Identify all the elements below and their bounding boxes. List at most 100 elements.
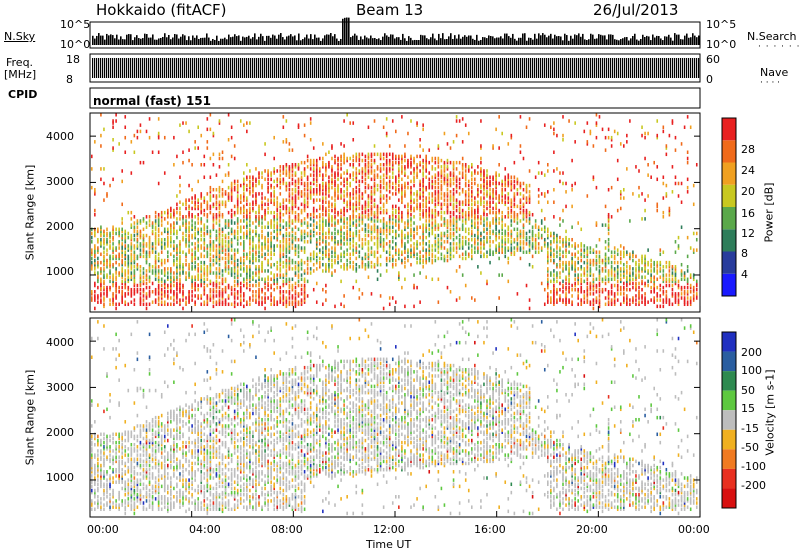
power-cell <box>407 221 409 225</box>
power-cell <box>440 175 443 179</box>
power-cell <box>285 250 288 254</box>
freq-bar <box>310 58 312 78</box>
power-cell <box>501 190 503 194</box>
nsky-bar <box>396 37 398 45</box>
nsky-bar <box>544 34 546 45</box>
nsky-bar <box>134 37 136 45</box>
power-cell <box>328 252 330 257</box>
power-cell <box>355 177 358 182</box>
power-cell <box>258 210 260 215</box>
power-cell <box>261 204 263 209</box>
power-cell <box>209 269 212 273</box>
power-cell <box>455 200 458 204</box>
power-cell <box>133 246 136 250</box>
power-cell <box>480 196 482 200</box>
power-cell <box>212 187 215 192</box>
power-cell <box>270 277 272 282</box>
power-cell <box>379 262 382 267</box>
power-cell <box>440 158 443 163</box>
power-cell <box>376 212 379 217</box>
power-cell <box>273 167 275 171</box>
power-cell <box>239 290 242 294</box>
nsky-bar <box>642 34 644 45</box>
freq-bar <box>326 58 328 78</box>
power-cell <box>407 223 409 227</box>
power-cell <box>197 267 199 271</box>
power-cell <box>334 269 336 273</box>
power-cell <box>319 169 321 173</box>
power-cell <box>388 162 391 167</box>
power-cell <box>461 202 464 207</box>
power-cell <box>200 273 203 277</box>
power-cell <box>492 192 494 196</box>
freq-bar <box>612 58 614 78</box>
power-cell <box>446 210 449 215</box>
power-cell <box>163 271 166 275</box>
power-cell <box>492 200 494 204</box>
power-cell <box>331 265 333 269</box>
power-cell <box>355 279 358 284</box>
power-cell <box>106 292 108 296</box>
power-cell <box>431 181 434 186</box>
power-cell <box>422 229 424 234</box>
power-cell <box>373 183 376 188</box>
nsky-bar <box>626 37 628 45</box>
power-cell <box>492 175 494 179</box>
freq-bar <box>362 58 364 78</box>
power-cell <box>352 187 355 192</box>
power-cell <box>218 202 221 207</box>
power-cell <box>443 219 446 223</box>
power-cell <box>404 167 406 171</box>
power-cell <box>121 271 123 275</box>
nsky-bar <box>582 33 584 45</box>
power-cell <box>510 187 513 192</box>
power-cell <box>188 267 190 271</box>
power-cell <box>252 200 254 204</box>
nsky-bar <box>348 17 350 45</box>
power-cell <box>185 258 187 263</box>
power-cell <box>258 181 260 186</box>
power-cell <box>239 200 242 204</box>
power-cell <box>331 215 333 219</box>
power-cell <box>419 225 421 229</box>
power-cell <box>461 252 464 257</box>
power-cell <box>388 175 391 179</box>
power-cell <box>410 196 412 200</box>
power-cell <box>461 246 464 250</box>
power-cell <box>249 219 251 223</box>
power-cell <box>191 215 193 219</box>
power-cell <box>361 169 364 173</box>
freq-bar <box>408 58 410 78</box>
power-cell <box>273 277 275 282</box>
nsky-bar <box>264 40 266 45</box>
power-cell <box>428 185 431 190</box>
power-cell <box>358 212 361 217</box>
power-cell <box>282 206 285 211</box>
power-cell <box>182 269 184 273</box>
power-cell <box>322 237 324 242</box>
nsky-bar <box>424 35 426 45</box>
power-cell <box>422 204 424 209</box>
power-cell <box>303 204 306 209</box>
power-cell <box>440 173 443 177</box>
power-cell <box>246 267 248 271</box>
power-cell <box>103 298 105 302</box>
power-cell <box>428 246 431 250</box>
power-cell <box>382 229 385 234</box>
nsky-bar <box>100 35 102 45</box>
power-cell <box>452 165 455 169</box>
power-cell <box>312 223 315 227</box>
power-cell <box>279 177 282 182</box>
power-cell <box>136 229 139 234</box>
power-cell <box>328 204 330 209</box>
nsky-bar <box>198 38 200 45</box>
power-cell <box>325 173 327 177</box>
power-cell <box>285 290 288 294</box>
power-cell <box>395 204 397 209</box>
power-cell <box>151 244 154 248</box>
power-cell <box>306 204 309 209</box>
power-cell <box>510 215 513 219</box>
power-cell <box>288 246 291 250</box>
power-cell <box>464 177 467 182</box>
freq-bar <box>450 58 452 78</box>
